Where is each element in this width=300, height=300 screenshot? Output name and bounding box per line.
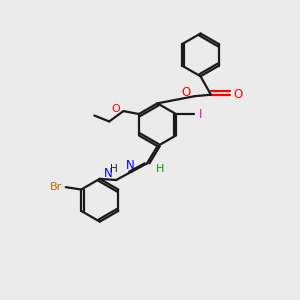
Text: O: O <box>182 86 191 99</box>
Text: O: O <box>112 104 120 114</box>
Text: H: H <box>156 164 165 174</box>
Text: O: O <box>233 88 242 101</box>
Text: H: H <box>110 164 118 174</box>
Text: Br: Br <box>50 182 62 192</box>
Text: N: N <box>103 167 112 180</box>
Text: I: I <box>199 107 203 121</box>
Text: N: N <box>126 159 134 172</box>
